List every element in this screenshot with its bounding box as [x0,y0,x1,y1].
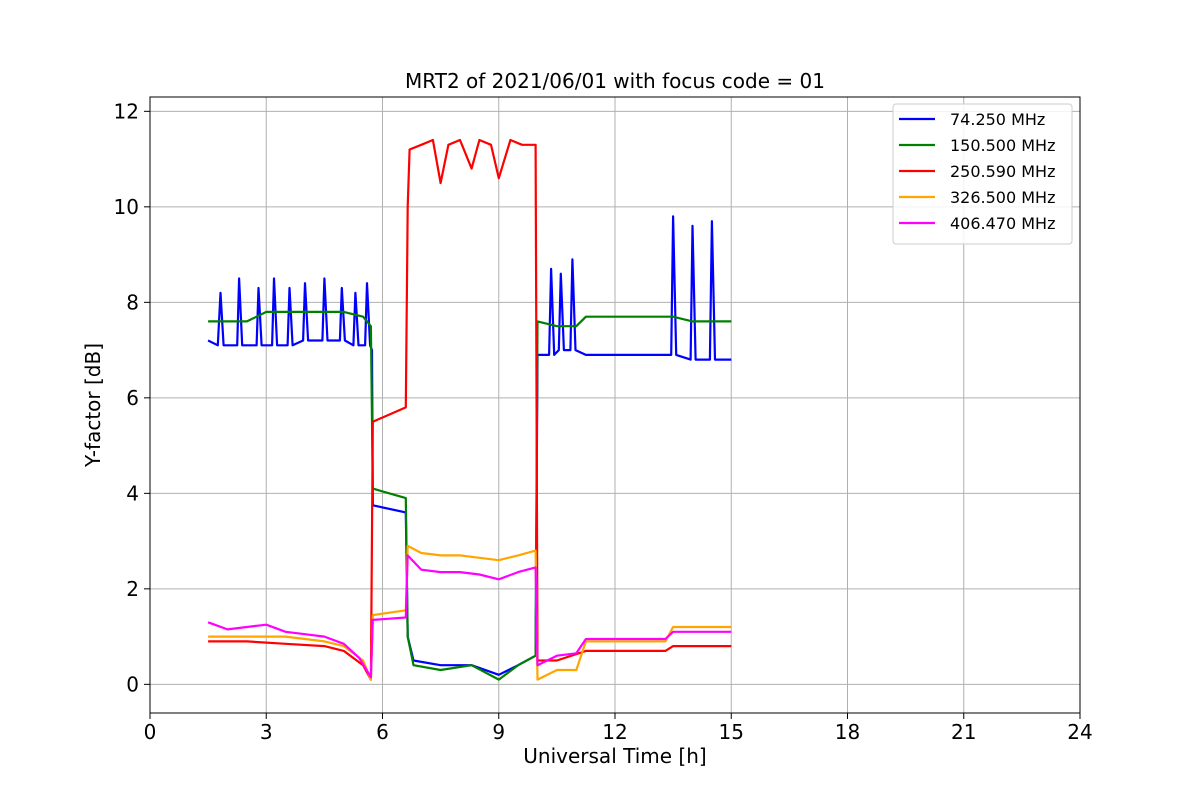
y-tick-label: 0 [126,672,139,696]
legend: 74.250 MHz 150.500 MHz 250.590 MHz 326.500 … [892,103,1073,245]
x-tick-label: 15 [719,720,744,744]
x-tick-label: 18 [835,720,860,744]
x-tick-label: 0 [144,720,157,744]
x-tick-label: 3 [260,720,273,744]
x-tick-label: 21 [951,720,976,744]
legend-entry: 326.500 MHz [950,188,1055,207]
legend-entry: 150.500 MHz [950,136,1055,155]
y-tick-label: 12 [114,99,139,123]
series-lines [207,138,732,681]
legend-entry: 250.590 MHz [950,162,1055,181]
series-line [208,310,732,681]
legend-box [892,103,1073,245]
y-tick-label: 4 [126,481,139,505]
x-tick-label: 12 [602,720,627,744]
y-tick-label: 6 [126,386,139,410]
x-tick-label: 24 [1067,720,1092,744]
series-line [208,544,732,681]
x-tick-label: 9 [492,720,505,744]
grid [149,97,1081,713]
y-axis-label: Y-factor [dB] [81,343,105,468]
chart-title: MRT2 of 2021/06/01 with focus code = 01 [405,69,825,93]
y-tick-label: 2 [126,577,139,601]
y-tick-label: 8 [126,290,139,314]
legend-entry: 74.250 MHz [950,110,1045,129]
series-line [207,554,732,679]
series-line [207,215,732,676]
series-line [208,138,732,681]
legend-entry: 406.470 MHz [950,214,1055,233]
x-tick-label: 6 [376,720,389,744]
y-tick-label: 10 [114,195,139,219]
x-axis-label: Universal Time [h] [523,744,706,768]
